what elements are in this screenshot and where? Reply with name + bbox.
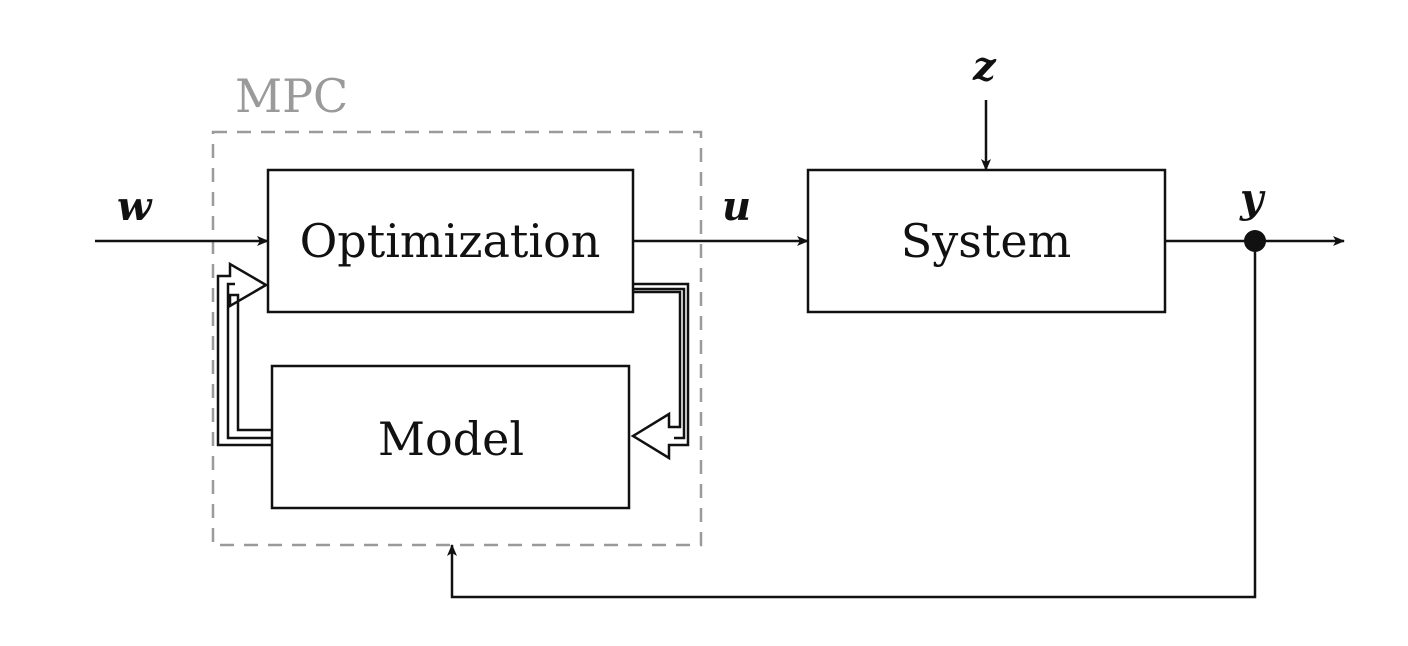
model-block bbox=[270, 364, 631, 510]
mpc-group-boundary bbox=[211, 130, 703, 547]
w-signal-label: w bbox=[117, 183, 153, 230]
optimization-to-model-inner-line bbox=[633, 287, 686, 440]
model-to-optimization-inner-line bbox=[226, 282, 272, 440]
optimization-to-model-double-arrow bbox=[630, 282, 690, 461]
y-signal-label: y bbox=[1239, 175, 1266, 222]
system-label: System bbox=[901, 214, 1071, 268]
z-signal-label: z bbox=[972, 43, 997, 90]
u-signal-label: u bbox=[722, 183, 751, 230]
model-to-optimization-double-arrow bbox=[216, 261, 272, 447]
model-label: Model bbox=[378, 412, 524, 466]
mpc-label: MPC bbox=[235, 69, 348, 123]
feedback-path bbox=[447, 241, 1257, 599]
optimization-label: Optimization bbox=[300, 214, 601, 268]
optimization-block bbox=[266, 168, 635, 314]
